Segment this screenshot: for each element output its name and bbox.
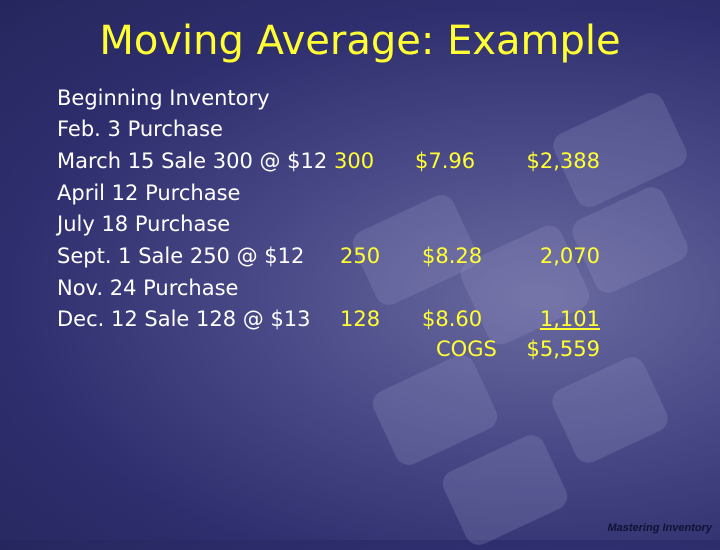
cogs-label: COGS	[436, 337, 497, 361]
unit-cost-value: $8.60	[422, 307, 483, 331]
cogs-total: $5,559	[526, 337, 600, 361]
slide-title: Moving Average: Example	[99, 18, 621, 64]
text-line: Beginning Inventory	[57, 86, 270, 110]
unit-cost-value: $7.96	[415, 149, 476, 173]
footer-text: Mastering Inventory	[607, 522, 712, 534]
total-value: $2,388	[526, 149, 600, 173]
unit-cost-value: $8.28	[422, 244, 483, 268]
total-value: 1,101	[539, 307, 600, 331]
units-value: 300	[334, 149, 375, 173]
text-line: Feb. 3 Purchase	[57, 117, 223, 141]
units-value: 128	[340, 307, 381, 331]
text-line: July 18 Purchase	[57, 212, 231, 236]
text-line: Nov. 24 Purchase	[57, 276, 239, 300]
units-value: 250	[340, 244, 381, 268]
total-value: 2,070	[539, 244, 600, 268]
text-line: March 15 Sale 300 @ $12	[57, 149, 328, 173]
text-line: Dec. 12 Sale 128 @ $13	[57, 307, 311, 331]
text-line: Sept. 1 Sale 250 @ $12	[57, 244, 305, 268]
text-line: April 12 Purchase	[57, 181, 241, 205]
